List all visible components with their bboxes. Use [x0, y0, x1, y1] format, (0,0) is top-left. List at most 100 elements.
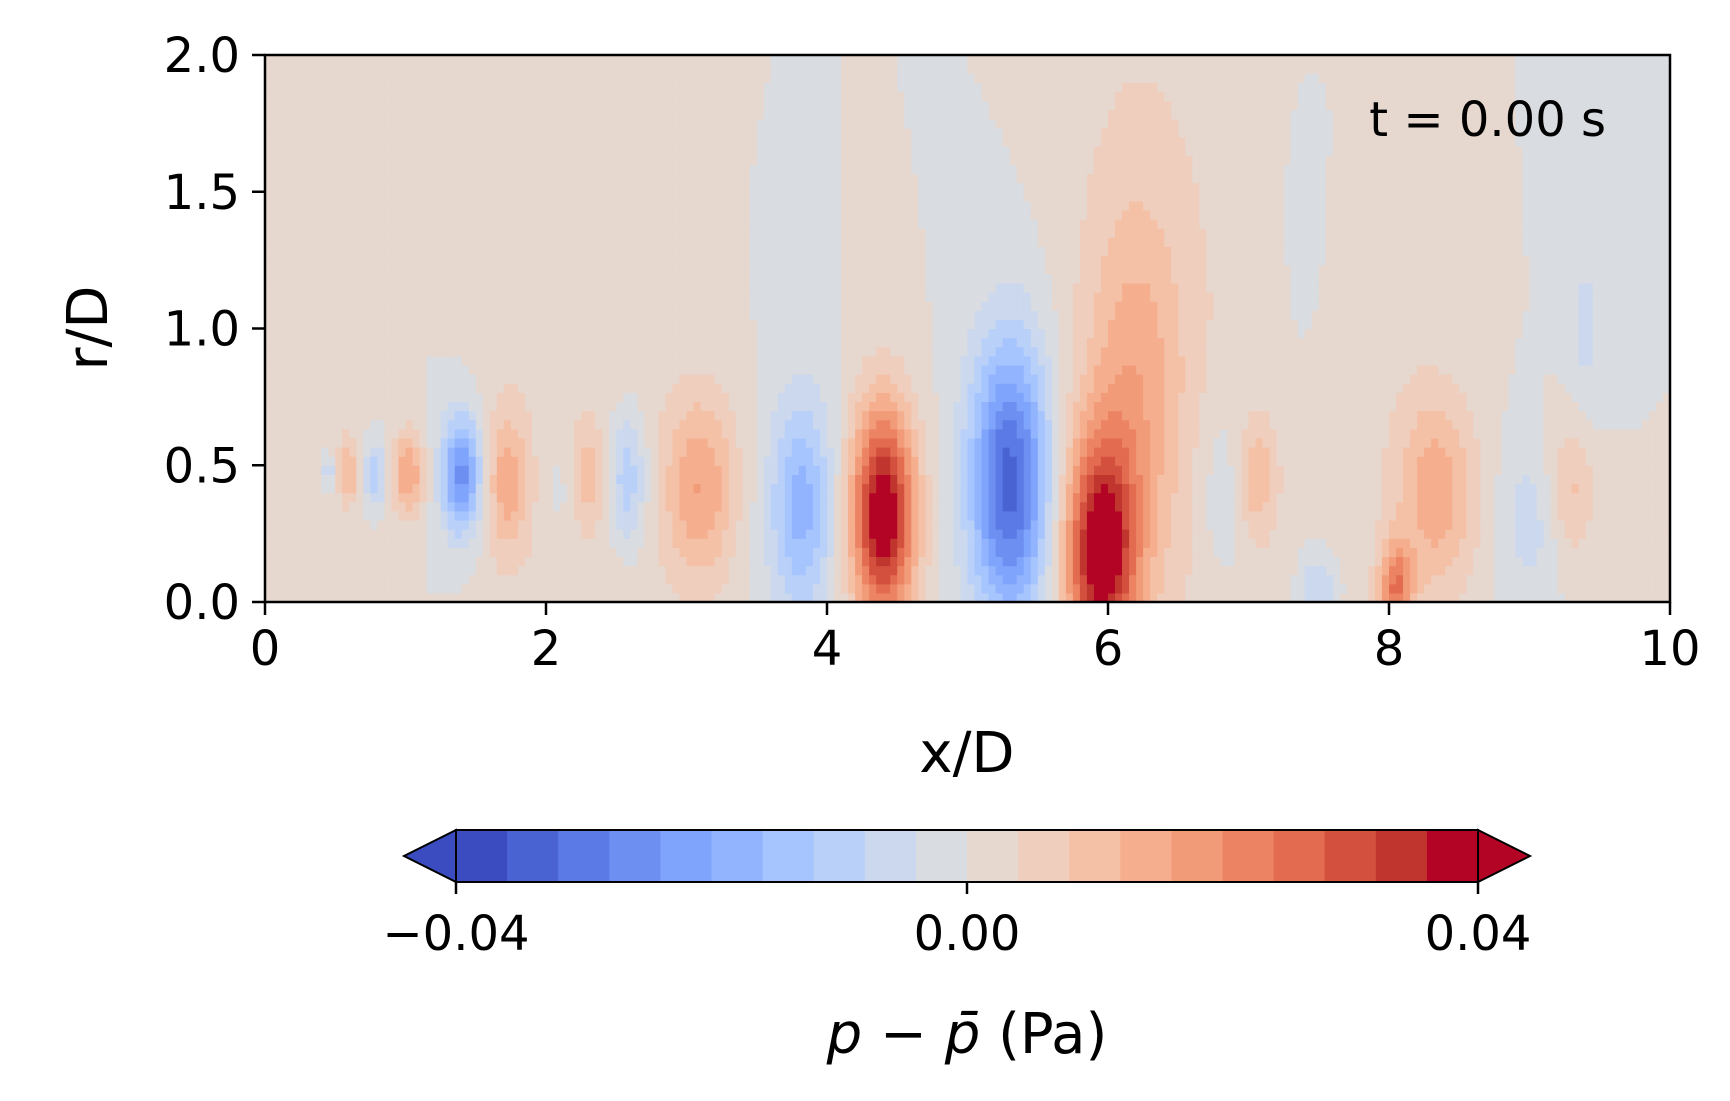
field-cell: [538, 492, 547, 503]
field-cell: [489, 529, 498, 539]
field-cell: [721, 547, 730, 558]
field-cell: [503, 474, 512, 485]
field-cell: [468, 565, 477, 576]
field-cell: [328, 519, 336, 530]
field-cell: [1178, 519, 1186, 530]
field-cell: [1037, 547, 1046, 558]
field-cell: [405, 465, 414, 475]
field-cell: [953, 447, 962, 457]
field-cell: [665, 492, 674, 503]
field-cell: [939, 465, 948, 475]
field-cell: [1122, 519, 1130, 530]
field-cell: [321, 401, 329, 412]
field-cell: [1473, 583, 1481, 594]
field-cell: [707, 519, 716, 530]
field-cell: [1283, 547, 1292, 558]
field-cell: [1438, 556, 1446, 567]
field-cell: [1445, 428, 1453, 439]
field-cell: [756, 492, 765, 503]
field-cell: [988, 383, 997, 393]
field-cell: [412, 419, 421, 430]
field-cell: [1648, 465, 1657, 475]
field-cell: [1037, 510, 1046, 521]
field-cell: [1318, 419, 1327, 430]
field-cell: [1192, 456, 1200, 466]
field-cell: [602, 419, 610, 430]
field-cell: [595, 374, 603, 384]
field-cell: [1079, 501, 1088, 512]
field-cell: [911, 392, 919, 403]
field-cell: [953, 519, 962, 530]
field-cell: [890, 574, 898, 585]
field-cell: [1410, 556, 1418, 567]
field-cell: [412, 437, 421, 448]
field-cell: [1220, 383, 1229, 393]
field-cell: [1508, 574, 1517, 585]
field-cell: [1403, 456, 1411, 466]
field-cell: [1627, 583, 1636, 594]
field-cell: [314, 510, 322, 521]
field-cell: [812, 437, 821, 448]
field-cell: [890, 510, 898, 521]
field-cell: [1192, 565, 1200, 576]
field-cell: [1564, 392, 1573, 403]
field-cell: [749, 510, 758, 521]
field-cell: [1473, 556, 1481, 567]
field-cell: [468, 592, 477, 602]
field-cell: [855, 583, 863, 594]
field-cell: [454, 401, 463, 412]
field-cell: [1578, 538, 1587, 548]
field-cell: [342, 529, 350, 539]
field-cell: [1543, 501, 1552, 512]
field-cell: [890, 529, 898, 539]
field-cell: [742, 529, 751, 539]
field-cell: [1381, 383, 1390, 393]
field-cell: [1606, 574, 1615, 585]
field-cell: [1473, 437, 1481, 448]
field-cell: [1255, 565, 1264, 576]
field-cell: [1136, 510, 1144, 521]
field-cell: [405, 474, 414, 485]
field-cell: [1122, 383, 1130, 393]
field-cell: [841, 437, 849, 448]
field-cell: [454, 519, 463, 530]
field-cell: [1009, 592, 1018, 602]
field-cell: [1136, 519, 1144, 530]
field-cell: [496, 556, 505, 567]
field-cell: [1536, 410, 1545, 421]
field-cell: [1487, 510, 1495, 521]
field-cell: [981, 574, 990, 585]
field-cell: [1002, 447, 1011, 457]
field-cell: [595, 574, 603, 585]
field-cell: [356, 419, 364, 430]
field-cell: [1304, 583, 1313, 594]
field-cell: [461, 419, 470, 430]
field-cell: [1009, 437, 1018, 448]
field-cell: [911, 410, 919, 421]
field-cell: [911, 565, 919, 576]
field-cell: [1058, 492, 1067, 503]
field-cell: [342, 419, 350, 430]
field-cell: [1410, 538, 1418, 548]
field-cell: [1627, 374, 1636, 384]
field-cell: [1311, 492, 1320, 503]
field-cell: [1030, 510, 1039, 521]
field-cell: [279, 565, 287, 576]
field-cell: [798, 483, 807, 494]
field-cell: [602, 510, 610, 521]
field-cell: [1290, 392, 1299, 403]
field-cell: [1065, 565, 1074, 576]
field-cell: [1157, 465, 1165, 475]
field-cell: [658, 565, 667, 576]
field-cell: [1192, 383, 1200, 393]
field-cell: [1417, 583, 1425, 594]
field-cell: [841, 410, 849, 421]
field-cell: [1220, 447, 1229, 457]
field-cell: [819, 492, 828, 503]
field-cell: [974, 538, 983, 548]
field-cell: [1100, 401, 1109, 412]
field-cell: [293, 483, 301, 494]
field-cell: [1192, 592, 1200, 602]
field-cell: [1037, 492, 1046, 503]
field-cell: [1374, 565, 1383, 576]
